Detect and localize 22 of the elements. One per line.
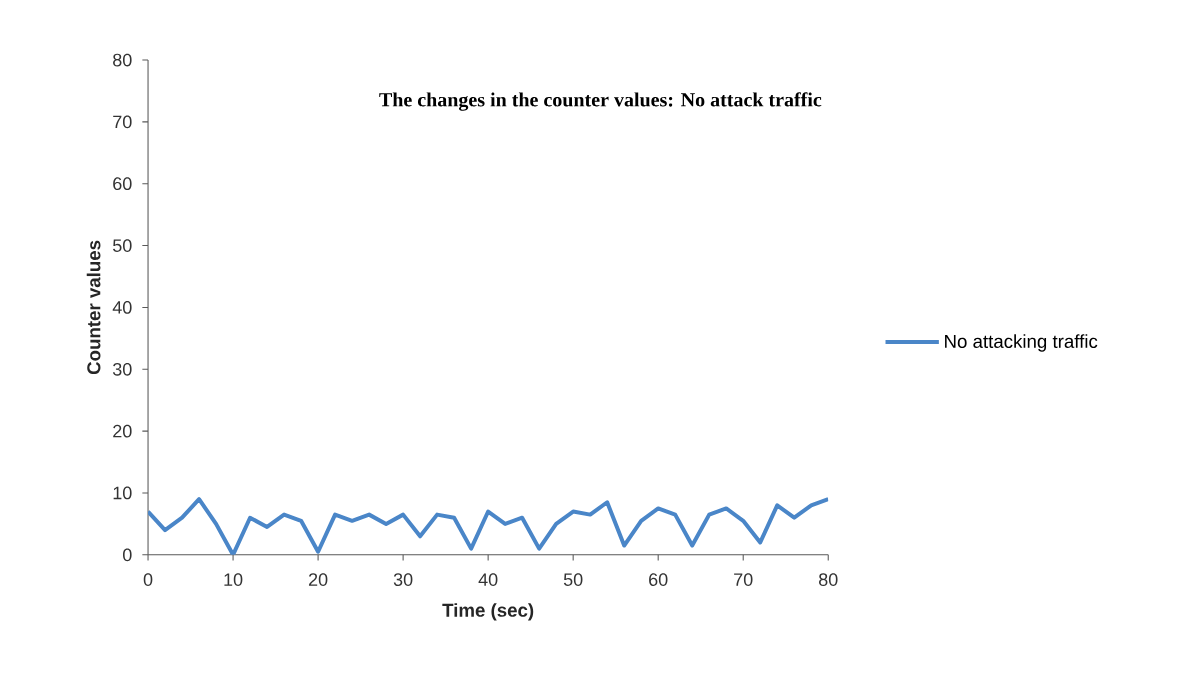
- text: The changes in the counter values: No attack traffic: [379, 92, 822, 111]
- x-tick-label: 10: [224, 573, 243, 587]
- y-tick-label: 10: [113, 486, 132, 500]
- x-tick-label: 70: [734, 573, 753, 587]
- x-tick-label: 30: [393, 573, 413, 587]
- x-tick-label: 40: [478, 573, 498, 587]
- x-tick-label: 20: [308, 573, 328, 587]
- y-tick-label: 70: [113, 115, 132, 129]
- y-tick-label: 80: [113, 53, 132, 67]
- y-tick-label: 0: [123, 548, 132, 562]
- y-tick-label: 60: [113, 177, 132, 191]
- y-tick-label: 20: [113, 424, 132, 438]
- y-tick-label: 50: [112, 239, 132, 252]
- y-tick-label: 40: [112, 301, 132, 314]
- x-axis-title: Time (sec): [442, 603, 534, 621]
- y-axis-title: Counter values: [86, 240, 101, 375]
- x-tick-label: 80: [819, 573, 838, 587]
- legend-label: No attacking traffic: [945, 334, 1098, 352]
- x-tick-label: 50: [563, 573, 583, 587]
- x-tick-label: 0: [143, 573, 153, 587]
- y-tick-label: 30: [112, 362, 132, 376]
- x-tick-label: 60: [649, 573, 668, 587]
